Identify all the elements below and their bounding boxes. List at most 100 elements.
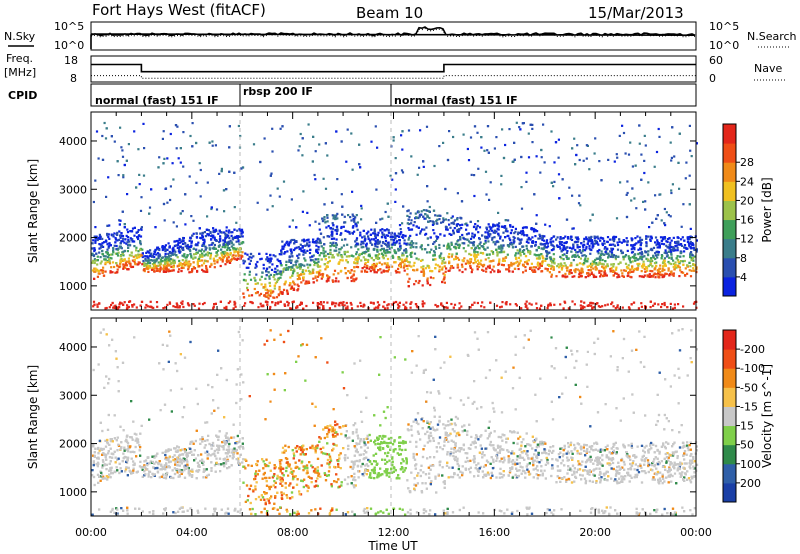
echo-cell <box>323 203 326 206</box>
echo-cell <box>475 254 478 257</box>
echo-cell <box>658 244 661 247</box>
echo-cell <box>444 225 448 228</box>
echo-cell <box>219 264 222 268</box>
echo-cell <box>563 253 566 256</box>
echo-cell <box>410 155 413 158</box>
echo-cell <box>382 257 385 260</box>
echo-cell <box>646 269 649 272</box>
echo-cell <box>426 251 429 254</box>
echo-cell <box>296 274 299 277</box>
echo-cell <box>470 173 473 176</box>
echo-cell <box>106 232 109 236</box>
echo-cell <box>91 247 94 250</box>
echo-cell <box>580 275 583 278</box>
echo-cell <box>415 233 418 236</box>
echo-cell <box>314 150 317 153</box>
echo-cell <box>99 269 103 272</box>
echo-cell <box>324 187 328 190</box>
echo-cell <box>422 215 425 218</box>
echo-cell <box>510 229 513 232</box>
echo-cell <box>542 239 546 242</box>
echo-cell <box>452 232 455 235</box>
echo-cell <box>638 124 641 127</box>
echo-cell <box>459 238 462 241</box>
echo-cell <box>493 147 496 150</box>
echo-cell <box>316 275 320 278</box>
echo-cell <box>559 262 563 265</box>
echo-cell <box>372 232 375 235</box>
echo-cell <box>576 268 579 271</box>
echo-cell <box>188 239 191 242</box>
echo-cell <box>372 301 375 305</box>
echo-cell <box>545 239 549 242</box>
echo-cell <box>356 221 359 224</box>
echo-cell <box>383 307 387 310</box>
echo-cell <box>390 303 393 306</box>
echo-cell <box>538 307 542 310</box>
echo-cell <box>510 264 513 267</box>
echo-cell <box>172 305 175 308</box>
echo-cell <box>403 259 406 263</box>
echo-cell <box>445 228 448 231</box>
echo-cell <box>479 262 482 265</box>
echo-cell <box>128 300 132 303</box>
echo-cell <box>550 261 554 264</box>
echo-cell <box>514 227 517 230</box>
echo-cell <box>539 171 542 174</box>
echo-cell <box>151 263 154 266</box>
echo-cell <box>578 158 581 162</box>
echo-cell <box>638 252 642 255</box>
echo-cell <box>383 229 386 232</box>
echo-cell <box>186 302 190 305</box>
echo-cell <box>537 257 540 260</box>
echo-cell <box>456 263 459 266</box>
echo-cell <box>238 243 241 246</box>
echo-cell <box>578 245 581 249</box>
echo-cell <box>480 305 483 308</box>
echo-cell <box>246 286 249 289</box>
echo-cell <box>190 256 193 259</box>
echo-cell <box>532 230 536 233</box>
echo-cell <box>385 266 388 269</box>
nsky-label: N.Sky <box>4 30 36 43</box>
echo-cell <box>243 304 246 307</box>
echo-cell <box>535 307 539 310</box>
echo-cell <box>126 250 129 253</box>
echo-cell <box>637 307 640 310</box>
echo-cell <box>663 274 666 277</box>
echo-cell <box>617 255 620 258</box>
echo-cell <box>104 239 108 242</box>
echo-cell <box>647 250 650 253</box>
echo-cell <box>215 208 219 211</box>
echo-cell <box>198 256 201 259</box>
echo-cell <box>148 305 151 308</box>
echo-cell <box>311 270 315 273</box>
echo-cell <box>377 269 380 272</box>
echo-cell <box>118 245 121 248</box>
echo-cell <box>390 246 393 249</box>
echo-cell <box>639 256 642 259</box>
echo-cell <box>674 245 677 248</box>
echo-cell <box>367 237 370 240</box>
echo-cell <box>408 236 411 239</box>
echo-cell <box>186 261 189 264</box>
echo-cell <box>669 248 672 251</box>
echo-cell <box>640 302 643 305</box>
echo-cell <box>280 249 283 252</box>
echo-cell <box>661 269 664 273</box>
echo-cell <box>189 249 192 253</box>
echo-cell <box>344 229 347 232</box>
echo-cell <box>354 223 357 226</box>
echo-cell <box>517 252 520 255</box>
echo-cell <box>593 260 596 263</box>
echo-cell <box>421 248 424 251</box>
echo-cell <box>650 259 653 262</box>
echo-cell <box>189 264 192 267</box>
echo-cell <box>549 256 552 259</box>
echo-cell <box>211 247 214 250</box>
echo-cell <box>589 219 592 222</box>
echo-cell <box>420 266 423 269</box>
echo-cell <box>276 278 279 282</box>
echo-cell <box>272 290 275 293</box>
echo-cell <box>159 263 162 266</box>
